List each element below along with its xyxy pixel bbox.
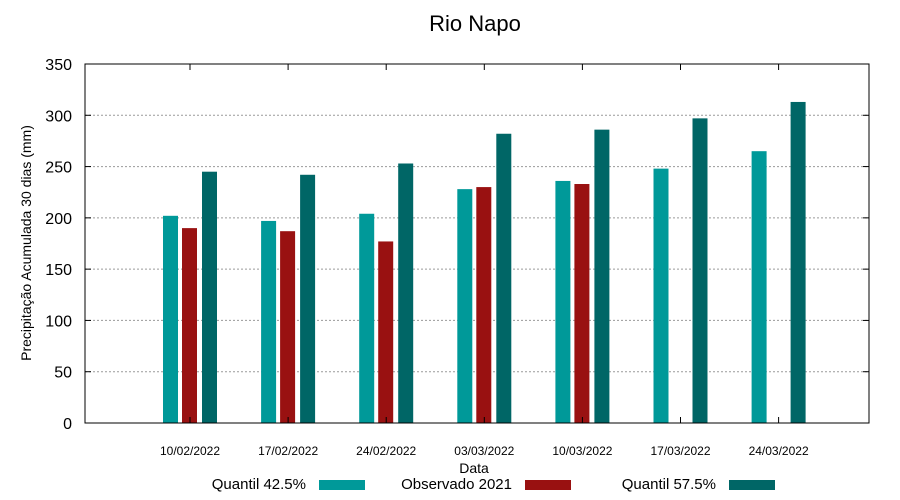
y-tick-label: 100 <box>45 313 72 330</box>
bar <box>300 174 316 423</box>
x-tick-label: 24/02/2022 <box>356 444 416 458</box>
x-tick-label: 03/03/2022 <box>454 444 514 458</box>
legend: Quantil 42.5% Observado 2021 Quantil 57.5% <box>212 476 775 493</box>
y-tick-label: 250 <box>45 160 72 177</box>
bar <box>555 180 571 423</box>
bar <box>457 189 473 423</box>
x-axis-label: Data <box>459 460 489 476</box>
legend-label: Quantil 42.5% <box>212 476 306 493</box>
legend-swatch <box>319 480 365 490</box>
bars <box>163 101 806 424</box>
bar <box>261 220 277 423</box>
x-tick-label: 17/02/2022 <box>258 444 318 458</box>
y-axis-label: Precipitação Acumulada 30 dias (mm) <box>18 125 34 361</box>
bar <box>692 118 708 423</box>
y-tick-label: 300 <box>45 108 72 125</box>
y-axis: 0 50 100 150 200 250 300 350 <box>45 57 869 433</box>
bar <box>202 171 217 423</box>
legend-label: Observado 2021 <box>401 476 512 493</box>
bar <box>182 228 197 423</box>
legend-swatch <box>525 480 571 490</box>
y-tick-label: 50 <box>54 365 72 382</box>
legend-label: Quantil 57.5% <box>622 476 716 493</box>
bar <box>574 184 590 423</box>
x-tick-label: 17/03/2022 <box>650 444 710 458</box>
x-tick-label: 24/03/2022 <box>749 444 809 458</box>
chart-title: Rio Napo <box>429 11 521 36</box>
bar <box>751 151 767 423</box>
bar <box>653 168 669 423</box>
y-tick-label: 150 <box>45 262 72 279</box>
bar <box>496 133 512 423</box>
bar <box>163 215 178 423</box>
x-tick-label: 10/02/2022 <box>160 444 220 458</box>
bar <box>378 241 394 423</box>
bar <box>280 231 296 423</box>
bar <box>398 163 414 423</box>
plot-frame <box>84 63 870 424</box>
y-tick-label: 200 <box>45 211 72 228</box>
bar <box>594 129 610 423</box>
y-tick-label: 0 <box>63 416 72 433</box>
x-axis: 10/02/2022 17/02/2022 24/02/2022 03/03/2022… <box>160 64 809 458</box>
legend-swatch <box>729 480 775 490</box>
bar <box>476 187 492 423</box>
x-tick-label: 10/03/2022 <box>552 444 612 458</box>
bar <box>359 213 375 423</box>
bar <box>790 101 806 424</box>
y-tick-label: 350 <box>45 57 72 74</box>
